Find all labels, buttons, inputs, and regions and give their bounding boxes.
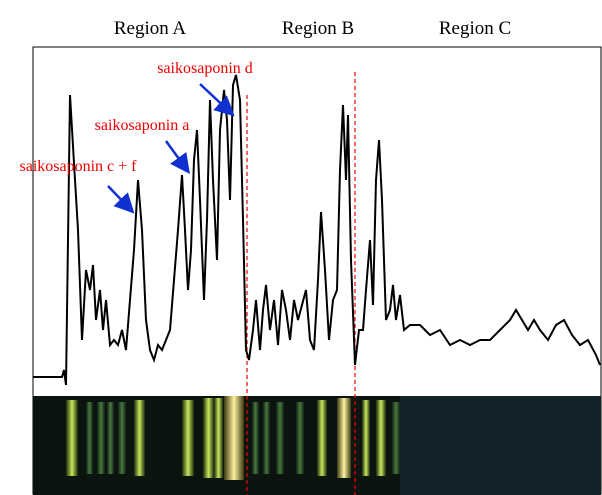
annotation: saikosaponin a [95, 117, 190, 134]
annotation: saikosaponin d [157, 60, 253, 77]
tlc-plate [33, 396, 601, 495]
arrow [107, 185, 135, 214]
region-label: Region A [114, 18, 187, 39]
region-label: Region C [439, 18, 511, 39]
densitogram-trace [33, 74, 601, 386]
arrow [164, 140, 190, 175]
annotation: saikosaponin c + f [20, 158, 138, 175]
region-label: Region B [282, 18, 354, 39]
arrow [199, 83, 235, 117]
